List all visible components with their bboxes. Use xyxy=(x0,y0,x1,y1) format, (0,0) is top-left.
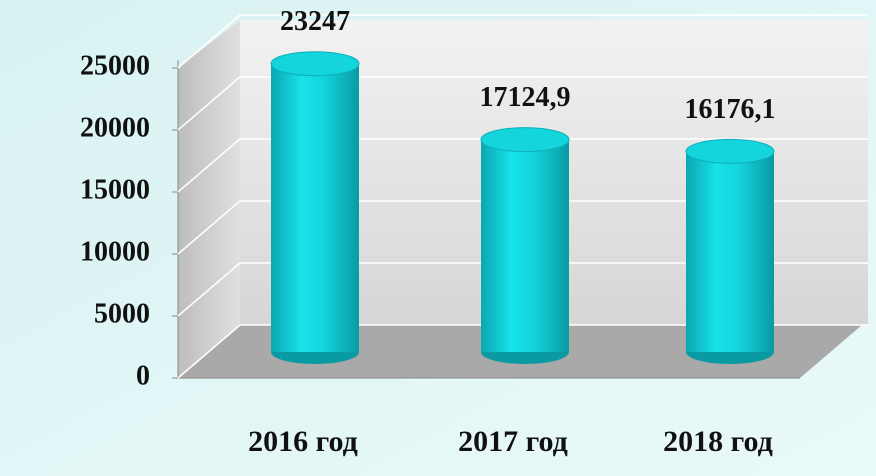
bar xyxy=(271,63,359,352)
y-tick-label: 10000 xyxy=(80,236,150,267)
grid-line xyxy=(177,324,241,379)
y-tick-label: 0 xyxy=(136,360,150,391)
value-label: 16176,1 xyxy=(685,94,776,125)
y-tick-label: 15000 xyxy=(80,174,150,205)
bar-top xyxy=(480,127,570,153)
bar xyxy=(481,139,569,352)
grid-line xyxy=(177,14,241,69)
grid-line xyxy=(177,138,241,193)
grid-line xyxy=(177,200,241,255)
x-tick-label: 2017 год xyxy=(458,425,568,458)
bar-top xyxy=(270,51,360,77)
y-tick-label: 25000 xyxy=(80,50,150,81)
x-tick-label: 2018 год xyxy=(663,425,773,458)
bar xyxy=(686,151,774,352)
y-tick-label: 20000 xyxy=(80,112,150,143)
y-tick-label: 5000 xyxy=(94,298,150,329)
value-label: 17124,9 xyxy=(480,82,571,113)
bar-top xyxy=(685,138,775,164)
x-tick-label: 2016 год xyxy=(248,425,358,458)
value-label: 23247 xyxy=(280,6,350,37)
grid-line xyxy=(177,262,241,317)
grid-line xyxy=(177,76,241,131)
side-wall xyxy=(178,20,240,378)
